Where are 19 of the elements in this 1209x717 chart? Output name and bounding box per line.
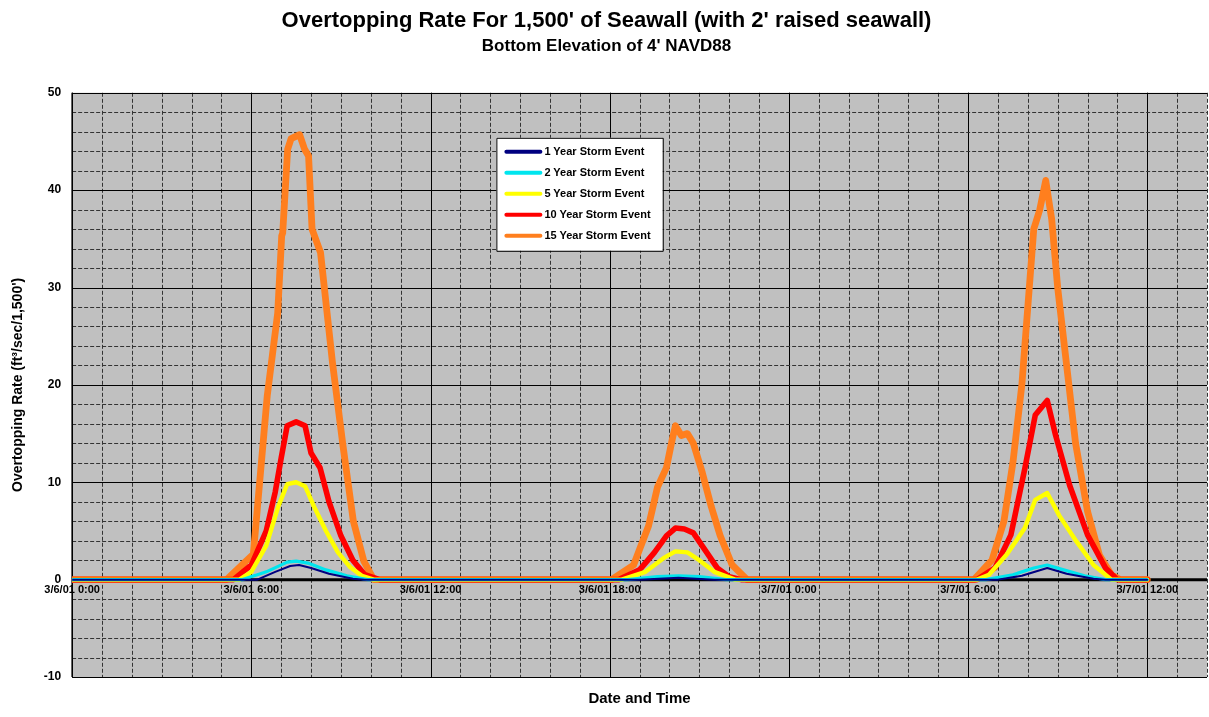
y-tick-label: 30 (47, 279, 62, 294)
chart-title: Overtopping Rate For 1,500' of Seawall (with 2' raised seawall) (281, 7, 932, 33)
y-axis-title: Overtopping Rate (ft³/sec/1,500') (9, 277, 26, 492)
x-axis-title: Date and Time (588, 688, 691, 706)
legend-label: 10 Year Storm Event (544, 207, 651, 220)
y-tick-label: 50 (47, 85, 62, 100)
chart-subtitle: Bottom Elevation of 4' NAVD88 (481, 36, 732, 56)
legend-label: 2 Year Storm Event (544, 165, 645, 178)
y-tick-label: 0 (54, 571, 62, 586)
y-tick-label: 10 (47, 474, 62, 489)
y-tick-label: -10 (43, 669, 62, 684)
y-tick-label: 20 (47, 377, 62, 392)
x-tick-label: 3/6/01 18:00 (578, 583, 641, 596)
legend-label: 1 Year Storm Event (544, 144, 645, 157)
x-tick-label: 3/6/01 12:00 (399, 583, 462, 596)
legend-label: 15 Year Storm Event (544, 228, 651, 241)
x-tick-label: 3/7/01 12:00 (1116, 583, 1179, 596)
y-tick-label: 40 (47, 182, 62, 197)
legend-label: 5 Year Storm Event (544, 186, 645, 199)
